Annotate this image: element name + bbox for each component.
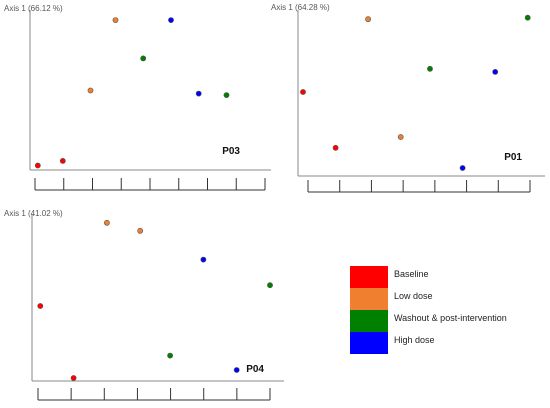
panel-p03: Axis 1 (66.12 %) P03 [4, 4, 271, 191]
legend-label-low-dose: Low dose [394, 291, 433, 301]
data-point-washout [427, 65, 433, 72]
legend-label-high-dose: High dose [394, 335, 435, 345]
data-point-low-dose [365, 16, 371, 23]
legend-label-baseline: Baseline [394, 269, 429, 279]
x-tick-bar [307, 180, 531, 193]
legend-label-washout: Washout & post-intervention [394, 313, 507, 323]
x-tick-bar [37, 388, 271, 401]
data-point-washout [167, 352, 173, 359]
data-point-baseline [59, 157, 66, 164]
x-tick-bar [34, 178, 266, 191]
legend-swatch-high-dose [350, 332, 388, 354]
data-point-low-dose [104, 219, 110, 226]
legend-item-high-dose: High dose [350, 332, 550, 354]
data-point-low-dose [112, 17, 119, 23]
data-point-baseline [37, 303, 44, 309]
data-point-baseline [70, 375, 77, 381]
legend-item-washout: Washout & post-intervention [350, 310, 550, 332]
data-point-baseline [34, 162, 41, 169]
legend: Baseline Low dose Washout & post-interve… [350, 266, 550, 354]
data-point-high-dose [492, 69, 499, 75]
data-point-washout [267, 282, 273, 289]
data-point-high-dose [168, 17, 174, 23]
data-point-high-dose [233, 367, 240, 373]
data-point-high-dose [195, 90, 202, 97]
data-point-baseline [332, 144, 339, 151]
data-point-washout [223, 92, 230, 98]
legend-swatch-washout [350, 310, 388, 332]
panel-label: P01 [504, 152, 522, 163]
data-point-high-dose [200, 256, 207, 263]
panel-label: P03 [222, 146, 240, 157]
legend-swatch-low-dose [350, 288, 388, 310]
axis-title: Axis 1 (66.12 %) [4, 4, 63, 13]
data-point-low-dose [137, 227, 144, 234]
data-point-baseline [300, 89, 306, 95]
legend-item-baseline: Baseline [350, 266, 550, 288]
data-point-high-dose [459, 165, 466, 171]
data-point-low-dose [87, 87, 94, 94]
axis-title: Axis 1 (41.02 %) [4, 209, 63, 218]
axis-title: Axis 1 (64.28 %) [271, 3, 330, 12]
legend-item-low-dose: Low dose [350, 288, 550, 310]
panel-p01: Axis 1 (64.28 %) P01 [271, 3, 545, 193]
data-point-low-dose [397, 134, 404, 140]
data-point-washout [524, 14, 531, 21]
data-point-washout [140, 55, 147, 62]
panel-label: P04 [246, 364, 264, 375]
legend-swatch-baseline [350, 266, 388, 288]
panel-p04: Axis 1 (41.02 %) P04 [4, 209, 284, 401]
